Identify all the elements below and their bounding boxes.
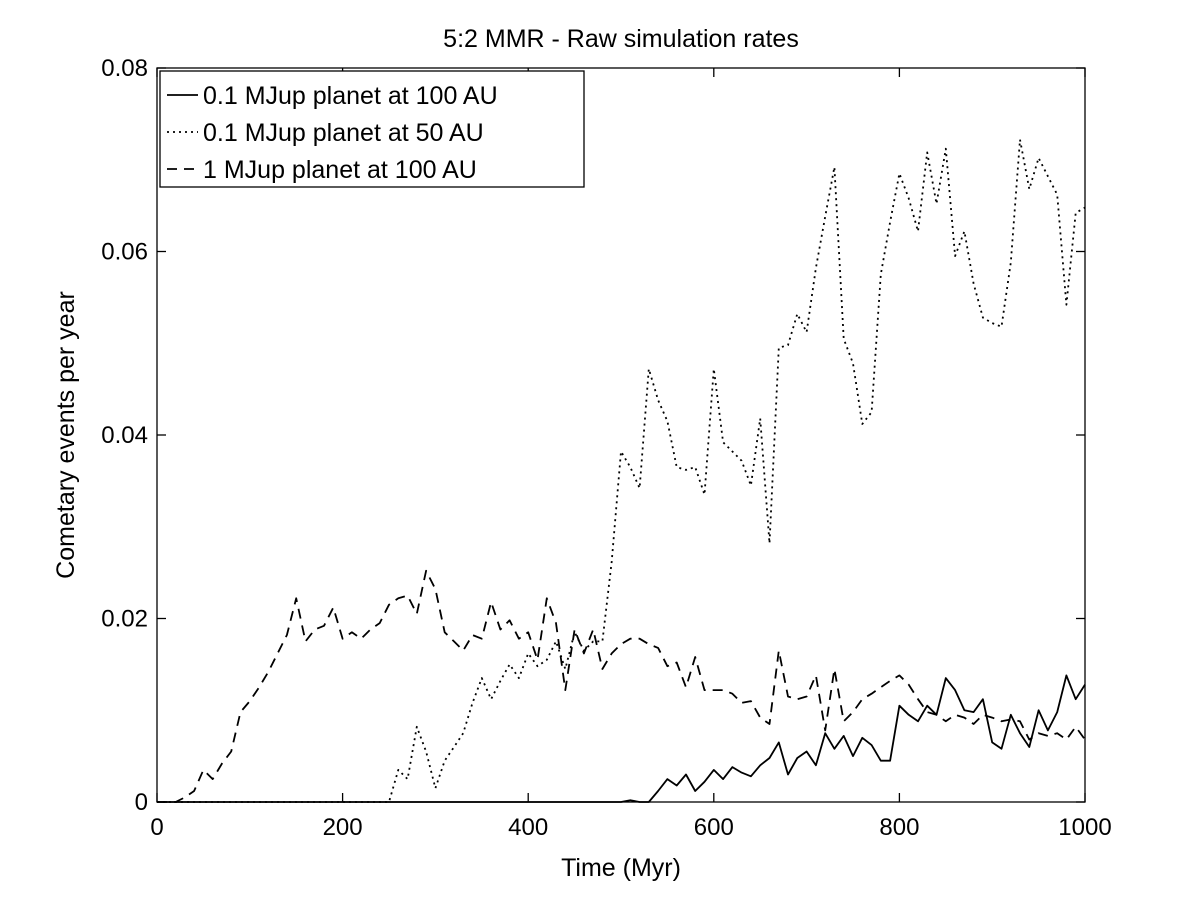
y-tick-label: 0.04 (101, 422, 148, 449)
y-tick-label: 0.02 (101, 606, 148, 633)
legend-label: 0.1 MJup planet at 100 AU (203, 82, 498, 110)
x-axis: 0 200 400 600 800 1000 (150, 68, 1112, 841)
x-tick-label: 200 (323, 814, 363, 841)
x-tick-label: 0 (150, 814, 163, 841)
y-tick-label: 0.06 (101, 239, 148, 266)
legend: 0.1 MJup planet at 100 AU 0.1 MJup planet… (159, 70, 585, 188)
y-tick-label: 0 (135, 789, 148, 816)
x-tick-label: 1000 (1058, 814, 1111, 841)
series-line-1-solid (157, 674, 1086, 803)
series-line-2-dotted (157, 138, 1086, 803)
x-tick-label: 800 (879, 814, 919, 841)
x-tick-label: 400 (508, 814, 548, 841)
x-axis-label: Time (Myr) (561, 854, 681, 882)
legend-box (159, 70, 585, 188)
y-axis: 0 0.02 0.04 0.06 0.08 (101, 55, 1085, 816)
y-axis-label: Cometary events per year (52, 291, 80, 579)
legend-label: 1 MJup planet at 100 AU (203, 156, 477, 184)
x-tick-label: 600 (694, 814, 734, 841)
series-line-3-dashed (157, 569, 1086, 803)
y-tick-label: 0.08 (101, 55, 148, 82)
chart-title: 5:2 MMR - Raw simulation rates (443, 25, 799, 53)
plot-series-group (157, 138, 1086, 803)
legend-label: 0.1 MJup planet at 50 AU (203, 119, 484, 147)
